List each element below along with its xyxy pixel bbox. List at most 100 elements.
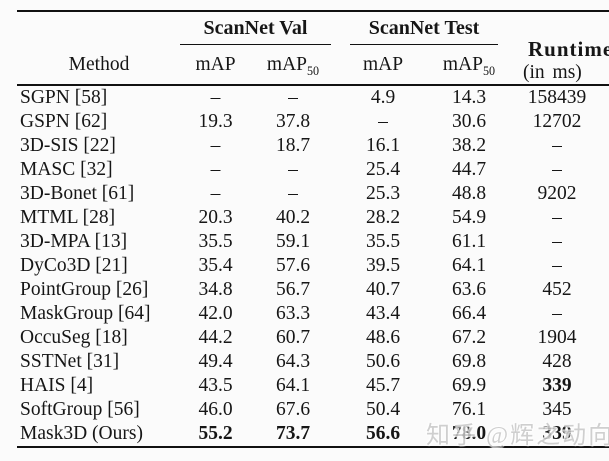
cell-method: HAIS [4] xyxy=(20,375,94,397)
cell-val_map: 34.8 xyxy=(198,279,233,301)
cell-method: SSTNet [31] xyxy=(20,351,120,373)
cell-test_map50: 66.4 xyxy=(451,303,487,325)
cell-runtime: – xyxy=(552,159,562,181)
cell-val_map50: 57.6 xyxy=(275,255,311,277)
table-row: MaskGroup [64] 42.0 63.3 43.4 66.4 – xyxy=(17,302,609,326)
col-header-val-map50: mAP50 xyxy=(253,45,333,86)
cell-method: 3D-Bonet [61] xyxy=(20,183,135,205)
group-header-row: ScanNet Val ScanNet Test Runtime (in ms) xyxy=(17,11,609,86)
cell-val_map50: 67.6 xyxy=(275,399,311,421)
cell-test_map: – xyxy=(378,111,388,133)
cell-method: SoftGroup [56] xyxy=(20,399,140,421)
cell-test_map50: 54.9 xyxy=(451,207,487,229)
cell-test_map: 25.4 xyxy=(365,159,401,181)
cell-val_map50: 63.3 xyxy=(275,303,311,325)
cell-runtime: – xyxy=(552,231,562,253)
cell-runtime: 428 xyxy=(542,351,572,373)
cell-val_map: – xyxy=(210,135,221,157)
cell-test_map50: 69.9 xyxy=(451,375,487,397)
empty-corner-cell xyxy=(17,11,178,45)
table-row: PointGroup [26] 34.8 56.7 40.7 63.6 452 xyxy=(17,278,609,302)
table-row: 3D-MPA [13] 35.5 59.1 35.5 61.1 – xyxy=(17,230,609,254)
cell-val_map50: 59.1 xyxy=(275,231,311,253)
cell-val_map50: 18.7 xyxy=(275,135,311,157)
results-table: ScanNet Val ScanNet Test Runtime (in ms)… xyxy=(17,10,609,448)
cell-runtime: 452 xyxy=(542,279,572,301)
cell-val_map: – xyxy=(210,183,221,205)
cell-method: 3D-SIS [22] xyxy=(20,135,116,157)
col-header-method: Method xyxy=(17,45,178,86)
cell-test_map: 35.5 xyxy=(365,231,401,253)
runtime-header-label: Runtime xyxy=(528,37,609,61)
cell-test_map: 40.7 xyxy=(365,279,401,301)
cell-method: 3D-MPA [13] xyxy=(20,231,128,253)
cell-method: DyCo3D [21] xyxy=(20,255,128,277)
cell-val_map50: 64.1 xyxy=(275,375,311,397)
table-row: SGPN [58] – – 4.9 14.3 158439 xyxy=(17,85,609,110)
table-row: Mask3D (Ours) 55.2 73.7 56.6 78.0 339 xyxy=(17,422,609,448)
table-row: DyCo3D [21] 35.4 57.6 39.5 64.1 – xyxy=(17,254,609,278)
cell-method: GSPN [62] xyxy=(20,111,108,133)
cell-test_map50: 69.8 xyxy=(451,351,487,373)
cell-method: MTML [28] xyxy=(20,207,116,229)
cell-test_map: 50.4 xyxy=(365,399,401,421)
table-header: ScanNet Val ScanNet Test Runtime (in ms)… xyxy=(17,11,609,86)
cell-val_map50: 60.7 xyxy=(275,327,311,349)
table-row: OccuSeg [18] 44.2 60.7 48.6 67.2 1904 xyxy=(17,326,609,350)
cell-val_map: 44.2 xyxy=(198,327,233,349)
cell-val_map: 19.3 xyxy=(198,111,233,133)
cell-val_map50: – xyxy=(288,159,298,181)
cell-runtime: – xyxy=(552,255,562,277)
cell-runtime: 158439 xyxy=(527,87,587,109)
cell-test_map50: 78.0 xyxy=(433,422,506,448)
cell-val_map: 46.0 xyxy=(198,399,233,421)
cell-val_map: 42.0 xyxy=(198,303,233,325)
cell-method: MaskGroup [64] xyxy=(20,303,151,325)
cell-val_map50: 73.7 xyxy=(253,422,333,448)
table-row: SoftGroup [56] 46.0 67.6 50.4 76.1 345 xyxy=(17,398,609,422)
column-header-row: Method mAP mAP50 mAP mAP50 xyxy=(17,45,609,86)
cell-val_map: – xyxy=(210,87,221,109)
table-row: HAIS [4] 43.5 64.1 45.7 69.9 339 xyxy=(17,374,609,398)
table-row: GSPN [62] 19.3 37.8 – 30.6 12702 xyxy=(17,110,609,134)
cell-test_map: 43.4 xyxy=(365,303,401,325)
cell-test_map: 39.5 xyxy=(365,255,401,277)
cell-test_map50: 44.7 xyxy=(451,159,487,181)
cell-test_map50: 14.3 xyxy=(451,87,487,109)
col-header-val-map: mAP xyxy=(178,45,253,86)
cell-runtime: 12702 xyxy=(532,111,582,133)
col-header-test-map: mAP xyxy=(333,45,433,86)
cell-test_map: 4.9 xyxy=(370,87,396,109)
cell-test_map: 56.6 xyxy=(333,422,433,448)
cell-runtime: – xyxy=(552,135,562,157)
cell-test_map: 50.6 xyxy=(365,351,401,373)
cell-runtime: – xyxy=(552,303,562,325)
col-header-test-map50: mAP50 xyxy=(433,45,506,86)
group-header-scannet-val: ScanNet Val xyxy=(178,11,333,45)
table-row: MTML [28] 20.3 40.2 28.2 54.9 – xyxy=(17,206,609,230)
table-row: 3D-SIS [22] – 18.7 16.1 38.2 – xyxy=(17,134,609,158)
runtime-header-unit: (in ms) xyxy=(523,62,582,83)
group-header-scannet-test: ScanNet Test xyxy=(333,11,505,45)
cell-method: Mask3D (Ours) xyxy=(17,422,178,448)
group-label-scannet-test: ScanNet Test xyxy=(350,17,499,45)
cell-test_map50: 30.6 xyxy=(451,111,487,133)
group-label-scannet-val: ScanNet Val xyxy=(180,17,331,45)
cell-test_map50: 38.2 xyxy=(451,135,487,157)
cell-runtime: 339 xyxy=(505,422,609,448)
cell-val_map: – xyxy=(210,159,221,181)
cell-val_map50: 37.8 xyxy=(275,111,311,133)
cell-method: PointGroup [26] xyxy=(20,279,149,301)
col-header-runtime: Runtime (in ms) xyxy=(505,11,609,86)
cell-val_map50: – xyxy=(288,87,298,109)
cell-test_map50: 48.8 xyxy=(451,183,487,205)
table-row: MASC [32] – – 25.4 44.7 – xyxy=(17,158,609,182)
table-body: SGPN [58] – –4.9 14.3 158439 GSPN [62] 19.3 37.… xyxy=(17,85,609,448)
cell-val_map50: – xyxy=(288,183,298,205)
cell-test_map: 48.6 xyxy=(365,327,401,349)
cell-val_map50: 64.3 xyxy=(275,351,311,373)
cell-runtime: 339 xyxy=(542,375,572,397)
table-row: SSTNet [31] 49.4 64.3 50.6 69.8 428 xyxy=(17,350,609,374)
cell-test_map: 25.3 xyxy=(365,183,401,205)
cell-test_map50: 67.2 xyxy=(451,327,487,349)
